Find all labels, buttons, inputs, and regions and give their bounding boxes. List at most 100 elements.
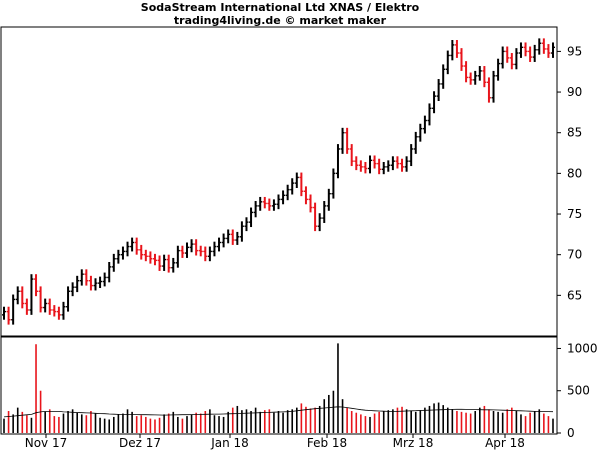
price-bar	[52, 305, 57, 317]
price-bar	[436, 79, 441, 101]
price-bar	[486, 77, 491, 103]
price-bar	[345, 127, 350, 154]
price-bar	[514, 48, 519, 70]
price-bar	[422, 115, 427, 134]
price-axis-tick-label: 75	[567, 207, 582, 221]
price-bar	[281, 190, 286, 205]
price-bar	[249, 207, 254, 228]
date-axis-tick-label: Nov 17	[25, 436, 68, 450]
price-bar	[340, 127, 345, 154]
price-bar	[454, 40, 459, 58]
price-bar	[299, 172, 304, 197]
volume-bars	[3, 343, 554, 433]
price-bar	[468, 72, 473, 85]
price-bar	[541, 38, 546, 54]
price-bar	[75, 275, 80, 293]
price-bar	[509, 53, 514, 70]
price-bar	[212, 241, 217, 257]
date-axis-tick-label: Dez 17	[119, 436, 161, 450]
price-bar	[217, 237, 222, 252]
price-bar	[38, 286, 43, 313]
price-axis-tick-label: 90	[567, 85, 582, 99]
price-bar	[107, 262, 112, 283]
price-bar	[445, 50, 450, 75]
price-bar	[400, 158, 405, 172]
price-bar	[271, 199, 276, 211]
price-bar	[98, 276, 103, 289]
price-bar	[464, 61, 469, 83]
price-bar	[349, 144, 354, 167]
price-axis-tick-label: 95	[567, 44, 582, 58]
price-bar	[523, 42, 528, 57]
price-bar	[56, 306, 61, 320]
price-bar	[185, 242, 189, 258]
price-bar	[93, 278, 98, 291]
price-bar	[358, 160, 363, 172]
price-bar	[432, 91, 437, 114]
price-bar	[390, 156, 395, 171]
price-bar	[546, 44, 551, 58]
price-bar	[368, 155, 372, 174]
price-bar	[285, 184, 290, 201]
price-bar	[459, 48, 464, 71]
price-bar	[116, 249, 121, 264]
price-bar	[528, 46, 533, 62]
price-bar	[175, 245, 180, 268]
price-bar	[500, 46, 505, 69]
price-bar	[331, 168, 336, 199]
price-bar	[120, 246, 125, 260]
price-bar	[162, 254, 167, 271]
price-bar	[43, 298, 48, 313]
price-bar	[473, 70, 478, 85]
price-bar	[207, 246, 212, 262]
chart-subtitle: trading4living.de © market maker	[173, 14, 387, 27]
price-bar	[88, 275, 93, 291]
price-bar	[537, 38, 542, 55]
price-bar	[171, 257, 176, 273]
price-bar	[262, 196, 267, 209]
price-bar	[381, 161, 386, 175]
date-axis-tick-label: Feb 18	[307, 436, 347, 450]
price-bar	[47, 298, 52, 315]
price-bar	[317, 213, 322, 232]
price-bar	[194, 239, 199, 256]
price-bar	[239, 221, 244, 242]
price-bar	[409, 144, 414, 167]
price-axis-tick-label: 65	[567, 288, 582, 302]
price-bar	[532, 44, 537, 62]
price-bar	[326, 188, 331, 211]
price-bar	[24, 298, 29, 315]
price-bar	[143, 249, 148, 262]
price-bar	[377, 158, 382, 175]
price-bar	[221, 233, 226, 248]
price-bar	[34, 274, 39, 297]
price-bar	[477, 66, 482, 81]
price-bar	[152, 253, 157, 266]
price-bar	[395, 156, 400, 169]
volume-axis-tick-label: 500	[567, 384, 590, 398]
price-bar	[303, 186, 308, 205]
price-bar	[203, 246, 208, 262]
date-axis-tick-label: Mrz 18	[393, 436, 434, 450]
price-bar	[313, 202, 318, 232]
price-bar	[226, 229, 231, 244]
price-bar	[125, 241, 130, 257]
price-bar	[505, 46, 510, 63]
price-bar	[450, 40, 455, 61]
price-axis-tick-label: 70	[567, 248, 582, 262]
price-bar	[244, 217, 249, 232]
price-bar	[79, 269, 84, 286]
price-panel-frame	[0, 26, 558, 337]
price-bar	[258, 196, 263, 211]
price-bar	[139, 244, 144, 260]
price-bar	[372, 155, 377, 169]
price-bars	[2, 38, 555, 325]
price-bar	[276, 194, 281, 210]
volume-axis-tick-label: 1000	[567, 341, 598, 355]
price-axis-tick-label: 80	[567, 166, 582, 180]
price-bar	[2, 306, 6, 320]
price-bar	[235, 231, 240, 245]
volume-panel-frame	[0, 336, 558, 435]
price-bar	[308, 194, 313, 213]
